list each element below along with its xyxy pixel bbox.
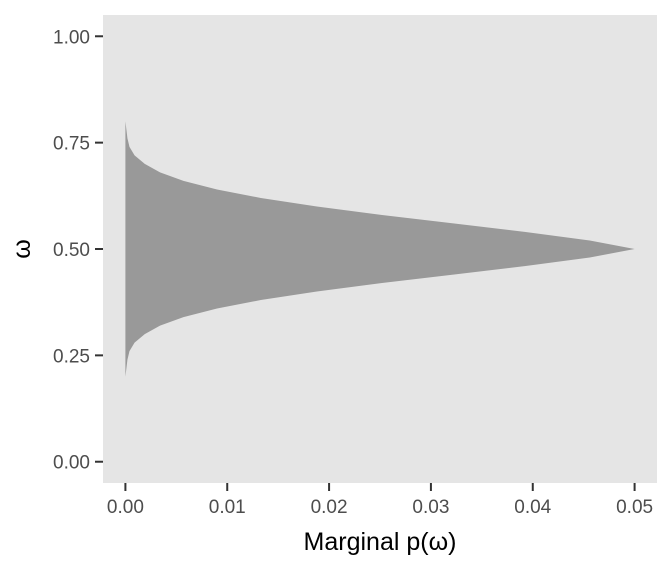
- x-tick-label: 0.03: [412, 497, 449, 518]
- y-axis: 0.00 0.25 0.50 0.75 1.00: [53, 27, 103, 474]
- x-tick-label: 0.04: [514, 497, 551, 518]
- y-tick-label: 0.25: [53, 346, 90, 367]
- y-tick-label: 1.00: [53, 27, 90, 48]
- y-tick-label: 0.75: [53, 134, 90, 155]
- x-tick-label: 0.05: [616, 497, 653, 518]
- x-axis-title: Marginal p(ω): [304, 528, 457, 556]
- x-axis: 0.00 0.01 0.02 0.03 0.04 0.05: [107, 483, 653, 518]
- y-axis-title: ω: [8, 239, 36, 259]
- y-tick-label: 0.00: [53, 453, 90, 474]
- x-tick-label: 0.02: [311, 497, 348, 518]
- y-tick-label: 0.50: [53, 240, 90, 261]
- x-tick-label: 0.01: [209, 497, 246, 518]
- density-area: [125, 112, 635, 386]
- x-tick-label: 0.00: [107, 497, 144, 518]
